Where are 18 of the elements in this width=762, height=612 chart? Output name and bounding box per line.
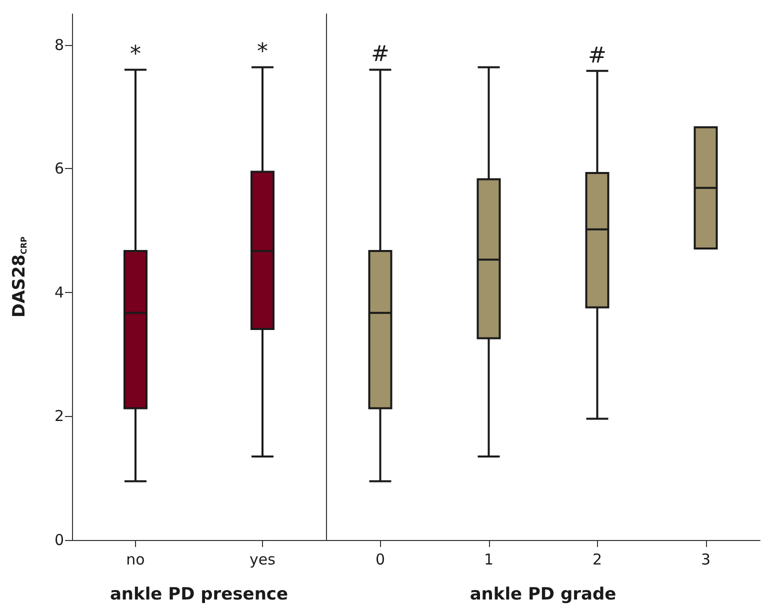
x-axis-title: ankle PD presence [110, 584, 288, 604]
annotation: # [588, 43, 606, 68]
x-tick-label: 3 [700, 550, 711, 568]
y-tick-label: 0 [54, 531, 64, 549]
x-axis-title: ankle PD grade [470, 584, 616, 604]
y-tick-label: 8 [54, 36, 64, 54]
y-tick-label: 6 [54, 160, 64, 178]
annotation: * [257, 40, 268, 65]
x-tick-label: yes [250, 550, 276, 568]
x-tick-label: 0 [375, 550, 386, 568]
y-axis-title: DAS28CRP [10, 236, 30, 318]
x-tick-label: 1 [484, 550, 494, 568]
x-tick-label: 2 [592, 550, 602, 568]
y-tick-label: 2 [54, 407, 64, 426]
x-tick-label: no [126, 550, 145, 568]
annotation: * [130, 42, 141, 68]
y-tick-label: 4 [54, 283, 64, 302]
annotation: # [371, 42, 390, 68]
